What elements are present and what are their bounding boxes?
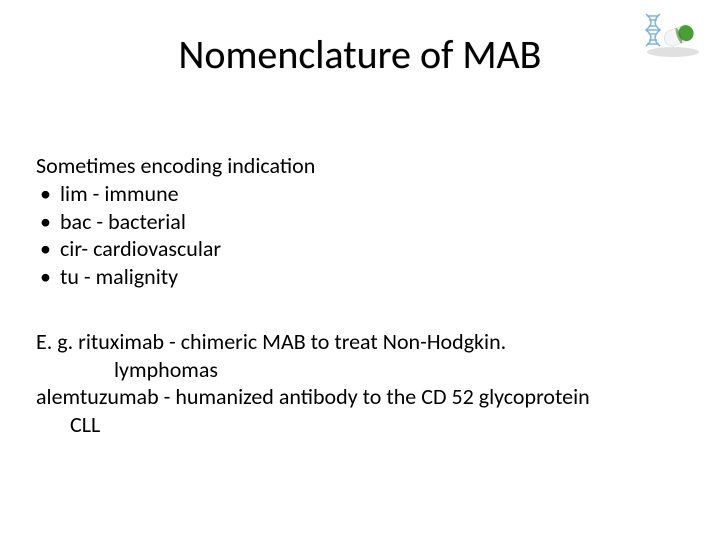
example-line-continuation: CLL bbox=[36, 411, 680, 439]
page-title: Nomenclature of MAB bbox=[0, 30, 720, 79]
list-item: bac - bacterial bbox=[36, 208, 221, 236]
examples-block: E. g. rituximab - chimeric MAB to treat … bbox=[36, 328, 680, 438]
bullet-list: lim - immune bac - bacterial cir- cardio… bbox=[36, 180, 221, 290]
intro-text: Sometimes encoding indication bbox=[36, 152, 315, 179]
list-item: cir- cardiovascular bbox=[36, 235, 221, 263]
pill-dna-icon bbox=[638, 6, 708, 58]
example-line: alemtuzumab - humanized antibody to the … bbox=[36, 383, 680, 411]
list-item: lim - immune bbox=[36, 180, 221, 208]
example-line: E. g. rituximab - chimeric MAB to treat … bbox=[36, 328, 680, 356]
list-item: tu - malignity bbox=[36, 263, 221, 291]
example-line-continuation: lymphomas bbox=[36, 356, 680, 384]
